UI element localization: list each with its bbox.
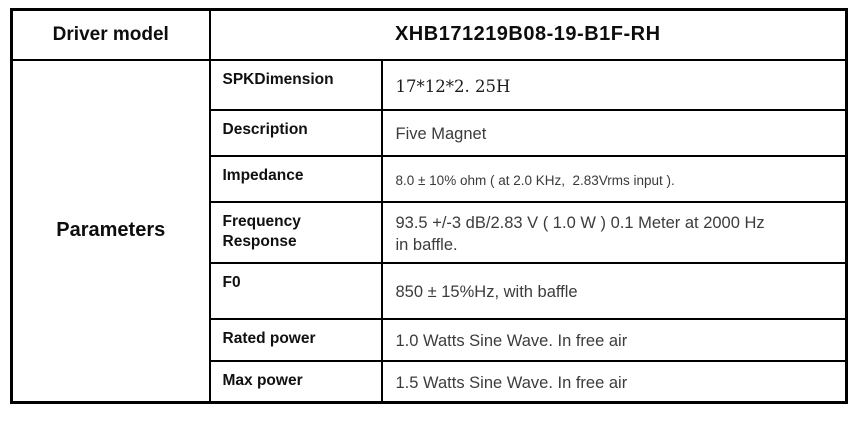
param-name-rated-power: Rated power — [208, 317, 383, 362]
param-value-description: Five Magnet — [380, 108, 848, 157]
param-name-spk-dimension: SPKDimension — [208, 58, 383, 111]
param-value-frequency-response: 93.5 +/-3 dB/2.83 V ( 1.0 W ) 0.1 Meter … — [380, 200, 848, 264]
driver-model-label: Driver model — [10, 8, 211, 61]
spec-table: Driver model XHB171219B08-19-B1F-RH Para… — [10, 8, 848, 404]
param-value-f0: 850 ± 15%Hz, with baffle — [380, 261, 848, 320]
param-name-description: Description — [208, 108, 383, 157]
param-name-max-power: Max power — [208, 359, 383, 404]
parameters-label: Parameters — [10, 58, 211, 404]
param-name-frequency-response: Frequency Response — [208, 200, 383, 264]
param-name-impedance: Impedance — [208, 154, 383, 203]
param-name-f0: F0 — [208, 261, 383, 320]
param-value-rated-power: 1.0 Watts Sine Wave. In free air — [380, 317, 848, 362]
param-value-impedance: 8.0 ± 10% ohm ( at 2.0 KHz, 2.83Vrms inp… — [380, 154, 848, 203]
param-value-max-power: 1.5 Watts Sine Wave. In free air — [380, 359, 848, 404]
driver-model-value: XHB171219B08-19-B1F-RH — [208, 8, 848, 61]
param-value-spk-dimension: 17*12*2. 25H — [380, 58, 848, 111]
